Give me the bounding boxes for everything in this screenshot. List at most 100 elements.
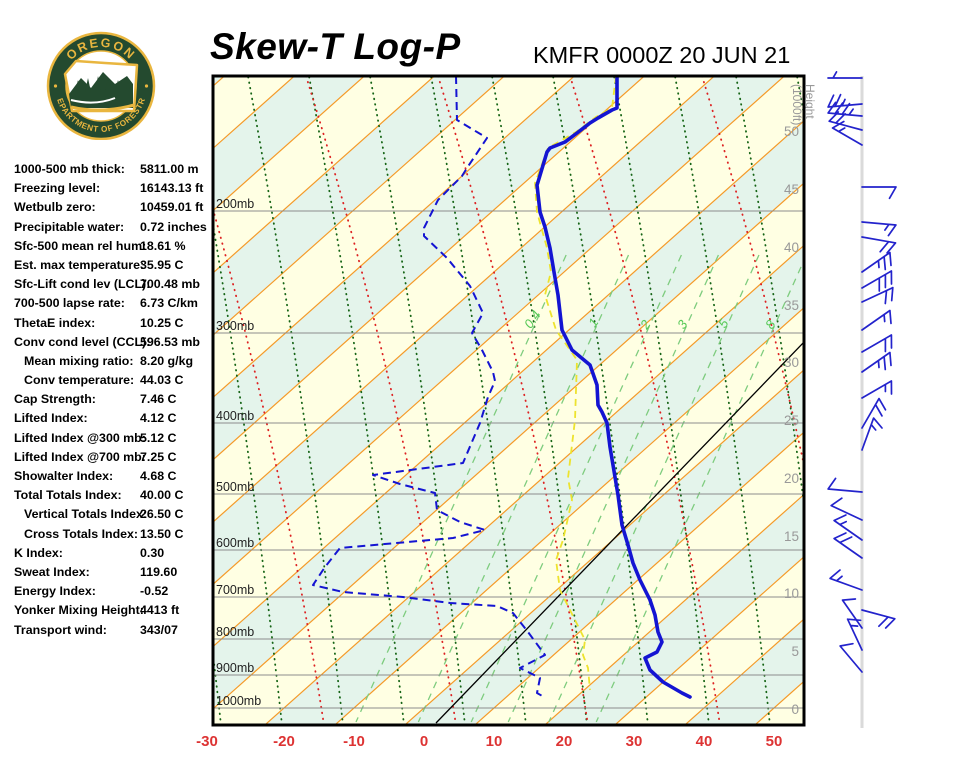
dry-adiabat xyxy=(919,76,960,725)
stat-row: Precipitable water: 0.72 inches xyxy=(14,220,210,239)
wind-barb xyxy=(861,236,897,254)
stat-label: Cross Totals Index: xyxy=(24,526,139,541)
stat-value: 26.50 C xyxy=(140,507,184,522)
stat-value: 5.12 C xyxy=(140,430,177,445)
x-axis-label: -20 xyxy=(273,733,295,750)
sounding-stats-panel: 1000-500 mb thick: 5811.00 m Freezing leve… xyxy=(14,162,210,642)
isotherm-line xyxy=(214,120,803,647)
stat-value: 4413 ft xyxy=(140,603,180,618)
height-axis-subtitle: (1000ft) xyxy=(790,84,804,125)
stat-value: -0.52 xyxy=(140,584,169,599)
stat-value: 10459.01 ft xyxy=(140,200,204,215)
stat-row: Conv temperature: 44.03 C xyxy=(14,373,210,392)
wetbulb-trace xyxy=(534,77,617,691)
height-label: 35 xyxy=(784,298,799,313)
wind-barb xyxy=(827,71,863,79)
isotherm-band xyxy=(214,77,224,86)
stat-row: Yonker Mixing Height: 4413 ft xyxy=(14,603,210,622)
stat-label: Freezing level: xyxy=(14,181,101,196)
stat-label: Energy Index: xyxy=(14,584,96,599)
wind-barb xyxy=(827,477,863,493)
wind-barb xyxy=(841,598,863,629)
stat-label: K Index: xyxy=(14,545,63,560)
moist-adiabat xyxy=(214,209,325,724)
height-label: 30 xyxy=(784,355,799,370)
stat-row: Sfc-Lift cond lev (LCL): 700.48 mb xyxy=(14,277,210,296)
stat-label: ThetaE index: xyxy=(14,315,96,330)
stat-value: 6.73 C/km xyxy=(140,296,198,311)
x-axis-label: -10 xyxy=(343,733,365,750)
stat-value: 18.61 % xyxy=(140,238,186,253)
stat-row: Wetbulb zero: 10459.01 ft xyxy=(14,200,210,219)
stat-label: Mean mixing ratio: xyxy=(24,353,134,368)
moist-adiabat xyxy=(305,77,457,724)
dewpoint-trace xyxy=(312,77,546,698)
stat-label: Showalter Index: xyxy=(14,469,114,483)
isotherm-band xyxy=(0,76,154,725)
height-label: 10 xyxy=(784,586,799,601)
isotherm-line xyxy=(265,245,803,724)
stat-value: 4.68 C xyxy=(140,469,177,483)
wind-barb xyxy=(828,111,863,131)
pressure-label: 900mb xyxy=(216,661,254,675)
wind-barb xyxy=(831,120,863,146)
stat-row: Mean mixing ratio: 8.20 g/kg xyxy=(14,354,210,373)
stat-row: K Index: 0.30 xyxy=(14,546,210,565)
isotherm-line xyxy=(0,76,84,725)
isotherm-line xyxy=(335,307,803,724)
isotherm-line xyxy=(545,494,803,724)
wind-barb xyxy=(861,609,896,629)
isotherm-line xyxy=(214,77,715,522)
wind-barb xyxy=(846,618,863,651)
moist-adiabat xyxy=(701,77,803,465)
stat-row: Showalter Index: 4.68 C xyxy=(14,469,210,488)
x-axis-label: 0 xyxy=(420,733,428,750)
temperature-trace xyxy=(535,77,692,699)
stat-label: Conv cond level (CCL): xyxy=(14,334,151,349)
stat-row: Cap Strength: 7.46 C xyxy=(14,392,210,411)
stat-value: 4.12 C xyxy=(140,411,177,426)
isotherm-line xyxy=(825,76,960,725)
odf-logo: OREGON DEPARTMENT OF FORESTRY xyxy=(45,28,156,140)
station-datetime-label: KMFR 0000Z 20 JUN 21 xyxy=(533,42,791,68)
isotherm-line xyxy=(214,77,645,460)
stat-value: 5811.00 m xyxy=(140,162,199,176)
height-label: 0 xyxy=(791,702,799,717)
dry-adiabat xyxy=(214,655,222,724)
stat-value: 0.30 xyxy=(140,545,165,560)
stat-value: 119.60 xyxy=(140,564,178,579)
stat-row: Conv cond level (CCL): 596.53 mb xyxy=(14,335,210,354)
height-label: 45 xyxy=(784,182,799,197)
stat-label: Transport wind: xyxy=(14,622,107,637)
wind-barb xyxy=(861,380,893,399)
x-axis-label: 40 xyxy=(696,733,713,750)
stat-label: 1000-500 mb thick: xyxy=(14,162,125,176)
stat-value: 16143.13 ft xyxy=(140,181,204,196)
stat-row: Sweat Index: 119.60 xyxy=(14,565,210,584)
isotherm-line xyxy=(405,370,803,724)
stat-row: ThetaE index: 10.25 C xyxy=(14,316,210,335)
height-label: 50 xyxy=(784,124,799,139)
stat-value: 10.25 C xyxy=(140,315,184,330)
stat-row: Freezing level: 16143.13 ft xyxy=(14,181,210,200)
stat-row: Cross Totals Index: 13.50 C xyxy=(14,527,210,546)
stat-label: Total Totals Index: xyxy=(14,488,122,503)
stat-value: 35.95 C xyxy=(140,257,184,272)
reference-line xyxy=(435,342,803,724)
height-label: 5 xyxy=(791,644,799,659)
stat-value: 8.20 g/kg xyxy=(140,353,194,368)
height-axis-title: Height xyxy=(803,84,817,119)
isotherm-band xyxy=(214,121,803,708)
moist-adiabat xyxy=(834,76,960,725)
wind-barb xyxy=(861,286,894,305)
logo-left-dot xyxy=(53,84,58,88)
isotherm-band xyxy=(214,183,803,724)
moist-adiabat xyxy=(42,76,192,725)
stat-row: Lifted Index: 4.12 C xyxy=(14,411,210,430)
stat-row: Transport wind: 343/07 xyxy=(14,623,210,642)
stat-label: Yonker Mixing Height: xyxy=(14,603,144,618)
pressure-label: 1000mb xyxy=(216,694,261,708)
stat-label: Sfc-Lift cond lev (LCL): xyxy=(14,277,151,292)
stat-label: 700-500 lapse rate: xyxy=(14,296,125,311)
